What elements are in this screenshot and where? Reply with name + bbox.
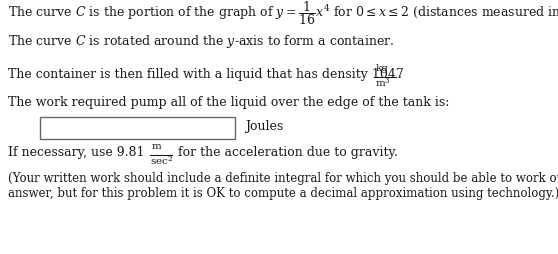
- Text: The container is then filled with a liquid that has density 1047: The container is then filled with a liqu…: [8, 68, 408, 81]
- Text: sec$^2$: sec$^2$: [150, 154, 174, 167]
- Text: answer, but for this problem it is OK to compute a decimal approximation using t: answer, but for this problem it is OK to…: [8, 187, 558, 200]
- Text: kg: kg: [376, 64, 389, 73]
- Text: The work required pump all of the liquid over the edge of the tank is:: The work required pump all of the liquid…: [8, 96, 449, 109]
- Text: The curve $\mathit{C}$ is the portion of the graph of $y = \dfrac{1}{16}x^4$ for: The curve $\mathit{C}$ is the portion of…: [8, 0, 558, 27]
- Text: Joules: Joules: [245, 120, 283, 133]
- Text: The curve $\mathit{C}$ is rotated around the $y$-axis to form a container.: The curve $\mathit{C}$ is rotated around…: [8, 33, 395, 50]
- Text: If necessary, use 9.81: If necessary, use 9.81: [8, 146, 145, 159]
- Text: m: m: [152, 142, 162, 151]
- Text: for the acceleration due to gravity.: for the acceleration due to gravity.: [174, 146, 398, 159]
- Text: .: .: [398, 68, 402, 81]
- Text: (Your written work should include a definite integral for which you should be ab: (Your written work should include a defi…: [8, 172, 558, 185]
- Bar: [40, 117, 235, 139]
- Text: m$^3$: m$^3$: [375, 76, 391, 89]
